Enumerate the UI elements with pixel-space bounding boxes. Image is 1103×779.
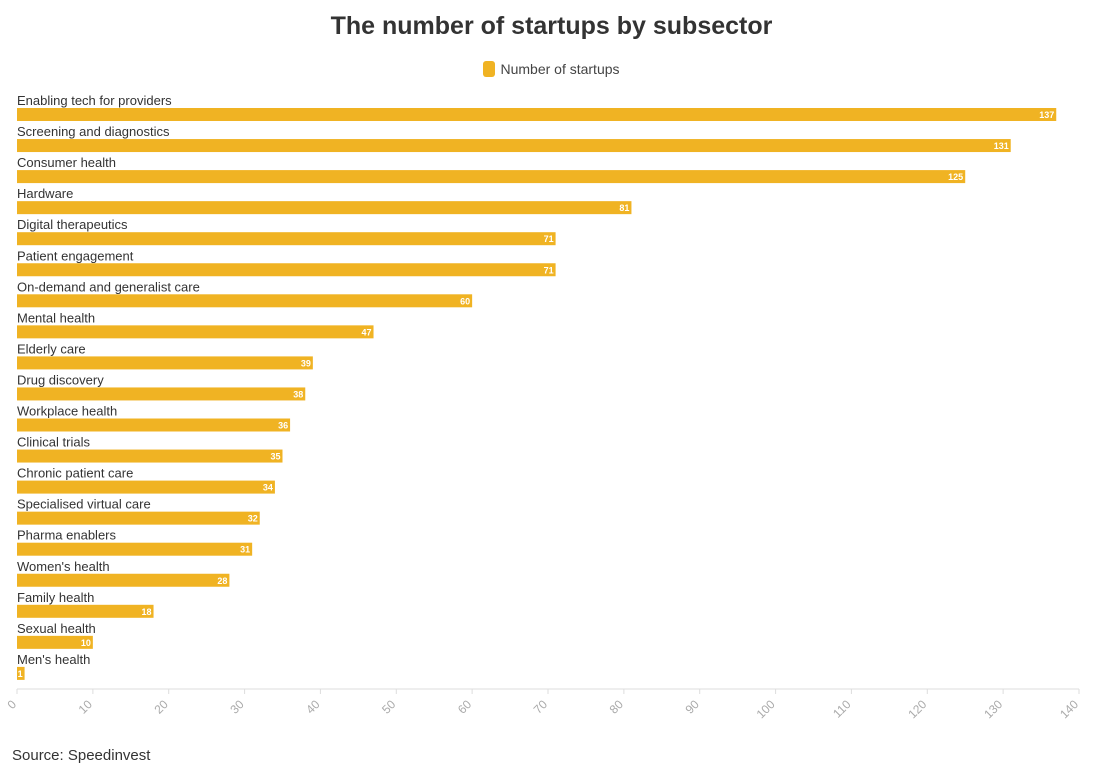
- bar: [17, 170, 966, 184]
- category-label: Hardware: [17, 186, 73, 201]
- bar: [17, 387, 306, 401]
- bar-value-label: 1: [18, 669, 23, 679]
- category-label: On-demand and generalist care: [17, 279, 200, 294]
- legend: Number of startups: [0, 61, 1103, 77]
- category-label: Workplace health: [17, 404, 117, 419]
- bar: [17, 449, 283, 463]
- bar: [17, 139, 1011, 153]
- category-label: Patient engagement: [17, 248, 134, 263]
- legend-swatch: [483, 61, 496, 77]
- chart-title: The number of startups by subsector: [330, 12, 773, 40]
- category-label: Elderly care: [17, 341, 86, 356]
- bar-value-label: 34: [263, 483, 273, 493]
- category-label: Drug discovery: [17, 372, 104, 387]
- bar-value-label: 18: [142, 607, 152, 617]
- bar-value-label: 71: [544, 234, 554, 244]
- category-label: Digital therapeutics: [17, 217, 128, 232]
- x-tick-label: 0: [4, 697, 19, 712]
- bar-value-label: 60: [460, 296, 470, 306]
- bar-value-label: 36: [278, 421, 288, 431]
- bar-value-label: 131: [994, 141, 1009, 151]
- bar-value-label: 47: [362, 327, 372, 337]
- category-label: Consumer health: [17, 155, 116, 170]
- x-tick-label: 140: [1057, 697, 1081, 721]
- x-tick-label: 10: [76, 697, 96, 717]
- bar-value-label: 39: [301, 358, 311, 368]
- bar: [17, 666, 25, 680]
- bar: [17, 635, 93, 649]
- bar: [17, 201, 632, 215]
- bar-value-label: 38: [293, 389, 303, 399]
- bar: [17, 604, 154, 618]
- bar: [17, 232, 556, 246]
- category-label: Chronic patient care: [17, 466, 133, 481]
- category-label: Specialised virtual care: [17, 497, 151, 512]
- category-label: Mental health: [17, 310, 95, 325]
- x-tick-label: 20: [151, 697, 171, 717]
- bar: [17, 511, 260, 525]
- bar-value-label: 81: [619, 203, 629, 213]
- x-tick-label: 30: [227, 697, 247, 717]
- category-label: Women's health: [17, 559, 110, 574]
- x-tick-label: 60: [455, 697, 475, 717]
- category-label: Family health: [17, 590, 94, 605]
- category-label: Enabling tech for providers: [17, 93, 172, 108]
- category-label: Screening and diagnostics: [17, 124, 170, 139]
- x-tick-label: 90: [682, 697, 702, 717]
- bar: [17, 356, 313, 370]
- bar-value-label: 71: [544, 265, 554, 275]
- x-tick-label: 40: [303, 697, 323, 717]
- bar: [17, 263, 556, 277]
- source-note: Source: Speedinvest: [12, 747, 151, 764]
- bar-value-label: 35: [270, 452, 280, 462]
- bar-value-label: 10: [81, 638, 91, 648]
- category-label: Clinical trials: [17, 435, 90, 450]
- bar: [17, 294, 473, 308]
- bar: [17, 542, 253, 556]
- x-tick-label: 80: [607, 697, 627, 717]
- x-tick-label: 110: [830, 697, 854, 721]
- bar: [17, 480, 275, 494]
- x-tick-label: 130: [981, 697, 1005, 721]
- bar-value-label: 31: [240, 545, 250, 555]
- category-label: Sexual health: [17, 621, 96, 636]
- category-label: Pharma enablers: [17, 528, 116, 543]
- bar: [17, 418, 291, 432]
- x-tick-label: 100: [754, 697, 778, 721]
- bar: [17, 108, 1057, 121]
- x-tick-label: 70: [531, 697, 551, 717]
- legend-label: Number of startups: [500, 61, 620, 77]
- bar-value-label: 137: [1039, 110, 1054, 120]
- bar: [17, 573, 230, 587]
- bar: [17, 325, 374, 339]
- bar-value-label: 28: [217, 576, 227, 586]
- x-tick-label: 50: [379, 697, 399, 717]
- x-tick-label: 120: [905, 697, 929, 721]
- category-label: Men's health: [17, 652, 90, 667]
- bar-value-label: 125: [948, 172, 963, 182]
- bar-value-label: 32: [248, 514, 258, 524]
